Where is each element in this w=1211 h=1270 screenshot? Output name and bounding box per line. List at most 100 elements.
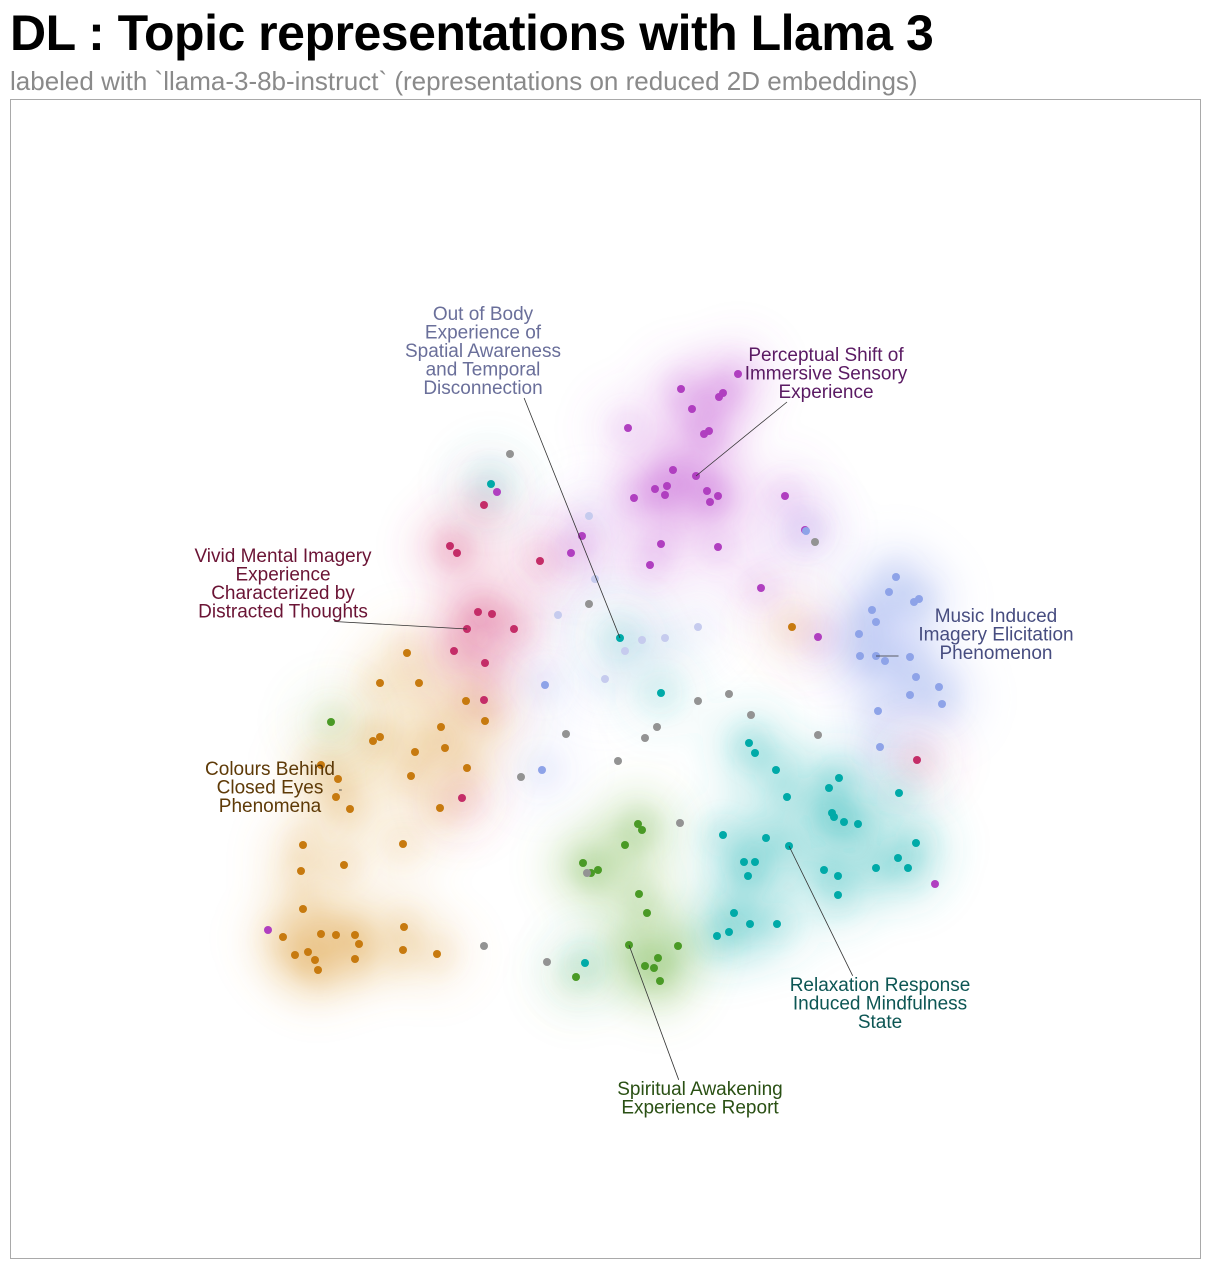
data-point [641,962,649,970]
data-point [487,480,495,488]
data-point [872,864,880,872]
data-point [904,864,912,872]
cluster-label: Phenomena [219,796,322,817]
data-point [783,793,791,801]
data-point [676,819,684,827]
data-point [669,466,677,474]
data-point [713,932,721,940]
chart-subtitle: labeled with `llama-3-8b-instruct` (repr… [10,66,918,96]
data-point [654,954,662,962]
data-point [463,764,471,772]
data-point [376,733,384,741]
cluster-label: Experience [235,565,330,586]
data-point [657,689,665,697]
data-point [446,542,454,550]
data-point [762,834,770,842]
data-point [458,794,466,802]
cluster-label: Immersive Sensory [745,364,908,385]
data-point [510,625,518,633]
data-point [317,761,325,769]
data-point [706,498,714,506]
data-point [734,370,742,378]
data-point [694,697,702,705]
data-point [480,696,488,704]
data-point [820,866,828,874]
data-point [714,543,722,551]
leader-line [695,401,788,477]
data-point [895,789,903,797]
data-point [493,488,501,496]
data-point [554,611,562,619]
data-point [264,926,272,934]
data-point [462,697,470,705]
data-point [369,737,377,745]
cluster-label: Experience [778,382,873,403]
data-point [781,492,789,500]
data-point [885,588,893,596]
data-point [931,880,939,888]
data-point [433,950,441,958]
data-points [264,370,946,985]
data-point [868,606,876,614]
density-contours [237,328,988,1027]
data-point [304,948,312,956]
data-point [407,772,415,780]
data-point [351,931,359,939]
data-point [579,859,587,867]
data-point [634,820,642,828]
data-point [399,946,407,954]
data-point [436,804,444,812]
data-point [910,598,918,606]
data-point [814,633,822,641]
data-point [441,744,449,752]
data-point [674,942,682,950]
data-point [624,424,632,432]
data-point [677,385,685,393]
data-point [653,723,661,731]
cluster-label: Imagery Elicitation [918,625,1073,646]
cluster-label: Disconnection [423,378,542,399]
data-point [830,813,838,821]
data-point [480,501,488,509]
data-point [346,805,354,813]
data-point [912,839,920,847]
cluster-label: Phenomenon [939,643,1052,664]
data-point [874,707,882,715]
data-point [317,930,325,938]
data-point [745,739,753,747]
leader-lines [334,397,899,1080]
data-point [481,717,489,725]
leader-line [788,845,854,976]
data-point [747,711,755,719]
data-point [635,890,643,898]
data-point [638,826,646,834]
data-point [481,659,489,667]
data-point [872,618,880,626]
data-point [415,679,423,687]
data-point [536,557,544,565]
data-point [614,757,622,765]
data-point [581,959,589,967]
data-point [788,623,796,631]
data-point [725,690,733,698]
data-point [450,647,458,655]
data-point [299,841,307,849]
data-point [740,858,748,866]
data-point [935,683,943,691]
data-point [714,492,722,500]
cluster-label: Experience Report [621,1098,779,1119]
data-point [572,973,580,981]
data-point [506,450,514,458]
cluster-label: Experience of [425,323,542,344]
data-point [938,700,946,708]
data-point [703,487,711,495]
leader-line [334,621,468,630]
data-point [279,933,287,941]
data-point [411,748,419,756]
cluster-label: Perceptual Shift of [748,345,904,366]
data-point [834,872,842,880]
data-point [538,766,546,774]
data-point [332,931,340,939]
